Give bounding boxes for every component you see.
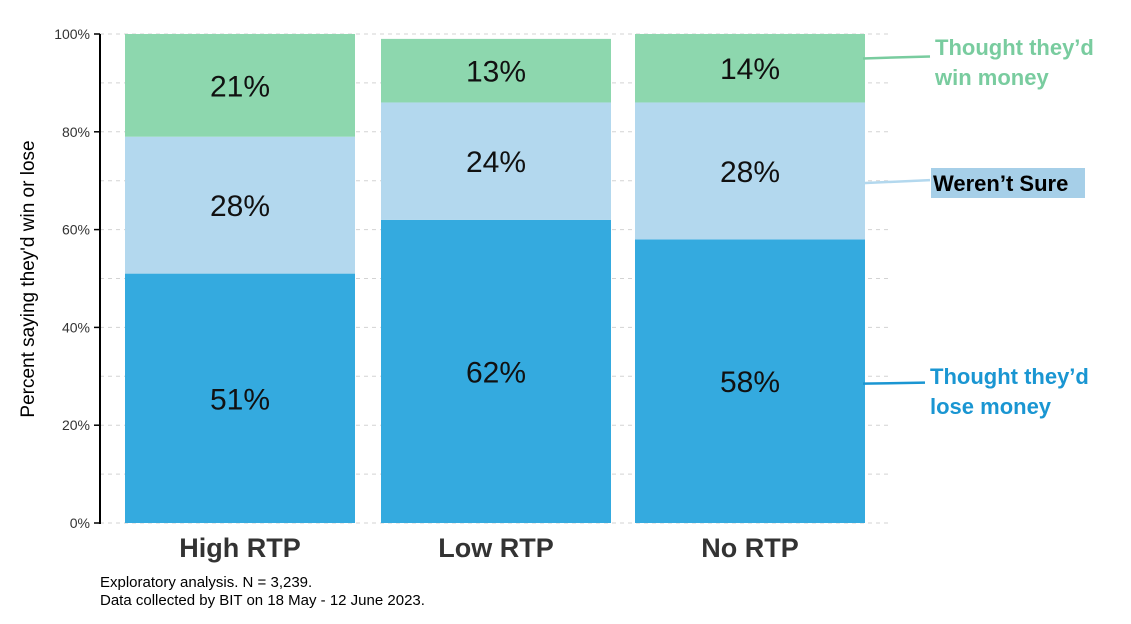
x-category-label: No RTP	[701, 533, 799, 563]
y-tick-label: 40%	[62, 319, 90, 335]
bars: 51% 28% 21% 62% 24% 13% 58% 28% 14%	[125, 34, 865, 523]
y-tick-labels: 0% 20% 40% 60% 80% 100%	[54, 26, 90, 531]
data-label: 28%	[720, 156, 780, 189]
data-label: 24%	[466, 146, 526, 179]
data-label: 62%	[466, 356, 526, 389]
legend-connector-unsure	[862, 178, 931, 185]
data-label: 28%	[210, 190, 270, 223]
footnote-line-2: Data collected by BIT on 18 May - 12 Jun…	[100, 592, 425, 609]
bar-segment	[381, 38, 611, 103]
legend-label-unsure: Weren’t Sure	[933, 171, 1068, 196]
legend-label-lose-money: Thought they’d	[930, 364, 1089, 389]
data-label: 21%	[210, 70, 270, 103]
y-tick-label: 80%	[62, 124, 90, 140]
bar-segment	[125, 34, 355, 137]
legend-connector-lose	[862, 381, 926, 385]
y-tick-label: 0%	[70, 515, 90, 531]
bar-segment	[381, 219, 611, 523]
x-category-label: Low RTP	[438, 533, 554, 563]
bar-segment	[635, 34, 865, 103]
legend-label-background	[931, 168, 1085, 198]
bar-segment	[635, 102, 865, 240]
footnote-line-1: Exploratory analysis. N = 3,239.	[100, 574, 313, 591]
x-category-label: High RTP	[179, 533, 301, 563]
legend-label-win-money: win money	[934, 65, 1049, 90]
y-axis-label: Percent saying they'd win or lose	[18, 140, 39, 417]
axes	[94, 33, 101, 524]
bar-segment	[635, 239, 865, 523]
y-tick-label: 100%	[54, 26, 90, 42]
bar-segment	[125, 136, 355, 274]
x-category-labels: High RTP Low RTP No RTP	[179, 533, 799, 563]
data-label: 58%	[720, 366, 780, 399]
data-label: 51%	[210, 383, 270, 416]
y-tick-label: 60%	[62, 222, 90, 238]
y-tick-label: 20%	[62, 417, 90, 433]
bar-segment	[381, 102, 611, 220]
bar-segment	[125, 273, 355, 523]
legend-label-lose-money: lose money	[930, 394, 1052, 419]
legend-label-win-money: Thought they’d	[935, 35, 1094, 60]
data-label: 14%	[720, 53, 780, 86]
legend-connector-win	[862, 55, 931, 60]
direct-legend: Thought they’d lose money Weren’t Sure Thou…	[862, 35, 1094, 419]
data-label: 13%	[466, 56, 526, 89]
